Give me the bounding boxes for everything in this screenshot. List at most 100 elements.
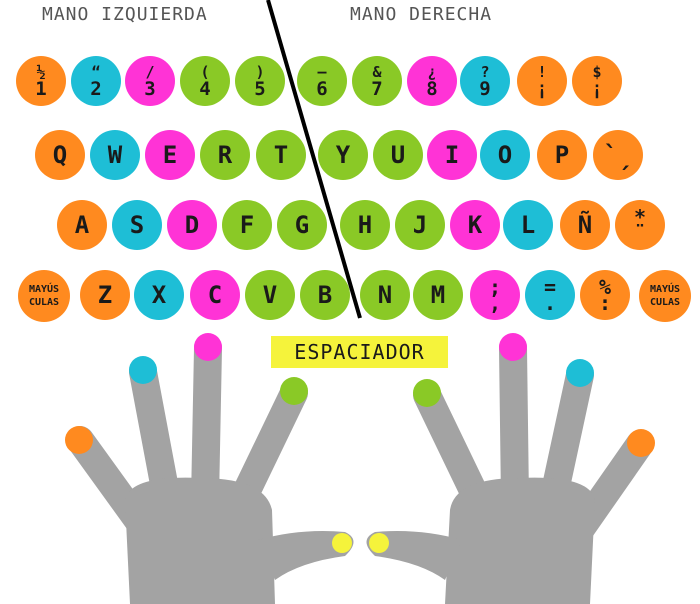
fingertip-right-ring: [566, 359, 594, 387]
key-label: P: [554, 141, 570, 169]
key-r2-4: R: [200, 130, 250, 180]
key-r2-6: Y: [318, 130, 368, 180]
key-label: T: [273, 141, 289, 169]
key-r1-7: & 7: [352, 56, 402, 106]
key-r3-11: * ¨: [615, 200, 665, 250]
key-label: C: [207, 281, 223, 309]
left-thumb: [258, 531, 354, 580]
key-label: ; ,: [488, 275, 502, 315]
key-r4-2: Z: [80, 270, 130, 320]
space-bar-label: ESPACIADOR: [271, 336, 448, 368]
key-r4-3: X: [134, 270, 184, 320]
key-r2-9: O: [480, 130, 530, 180]
left-middle: [191, 334, 222, 514]
key-r4-5: V: [245, 270, 295, 320]
right-middle: [499, 334, 529, 514]
key-r1-8: ¿ 8: [407, 56, 457, 106]
key-r4-1: MAYÚS CULAS: [18, 270, 70, 322]
key-label: M: [430, 281, 446, 309]
key-label: H: [357, 211, 373, 239]
key-label: I: [444, 141, 460, 169]
hand-divider-line: [266, 0, 362, 319]
key-r2-3: E: [145, 130, 195, 180]
key-r2-11: `ˏ: [593, 130, 643, 180]
key-label: * ¨: [633, 205, 647, 245]
key-r1-10: ! ¡: [517, 56, 567, 106]
left-palm: [125, 477, 275, 604]
key-label: W: [107, 141, 123, 169]
key-r2-5: T: [256, 130, 306, 180]
key-r3-5: G: [277, 200, 327, 250]
key-r4-8: M: [413, 270, 463, 320]
left-hand-label: MANO IZQUIERDA: [42, 4, 208, 25]
key-label: E: [162, 141, 178, 169]
left-hand: [66, 334, 354, 604]
key-r1-4: (4: [180, 56, 230, 106]
key-label: = .: [543, 275, 557, 315]
key-r1-5: ) 5: [235, 56, 285, 106]
key-r1-2: “2: [71, 56, 121, 106]
key-r3-2: S: [112, 200, 162, 250]
key-r3-8: K: [450, 200, 500, 250]
key-label: L: [520, 211, 536, 239]
key-r2-2: W: [90, 130, 140, 180]
key-label: MAYÚS CULAS: [649, 284, 681, 308]
key-label: F: [239, 211, 255, 239]
key-label: O: [497, 141, 513, 169]
key-label: N: [377, 281, 393, 309]
right-hand-label: MANO DERECHA: [350, 4, 493, 25]
key-r2-8: I: [427, 130, 477, 180]
fingertip-right-index: [413, 379, 441, 407]
key-r1-6: —6: [297, 56, 347, 106]
key-label: D: [184, 211, 200, 239]
key-label: MAYÚS CULAS: [28, 284, 60, 308]
key-r4-6: B: [300, 270, 350, 320]
right-palm: [445, 477, 595, 604]
key-r4-10: = .: [525, 270, 575, 320]
key-label: V: [262, 281, 278, 309]
key-r2-7: U: [373, 130, 423, 180]
key-label: `ˏ: [603, 141, 633, 169]
key-label: X: [151, 281, 167, 309]
key-r3-9: L: [503, 200, 553, 250]
key-r3-3: D: [167, 200, 217, 250]
fingertip-left-middle: [194, 333, 222, 361]
fingertip-left-thumb: [332, 533, 352, 553]
fingertip-left-index: [280, 377, 308, 405]
key-r4-12: MAYÚS CULAS: [639, 270, 691, 322]
key-label: R: [217, 141, 233, 169]
key-r1-3: /3: [125, 56, 175, 106]
key-label: Y: [335, 141, 351, 169]
right-thumb: [366, 531, 462, 580]
fingertip-right-middle: [499, 333, 527, 361]
key-r2-1: Q: [35, 130, 85, 180]
key-r3-1: A: [57, 200, 107, 250]
fingertip-left-ring: [129, 356, 157, 384]
key-label: J: [412, 211, 428, 239]
key-label: B: [317, 281, 333, 309]
key-r2-10: P: [537, 130, 587, 180]
key-r4-11: % :: [580, 270, 630, 320]
key-r4-9: ; ,: [470, 270, 520, 320]
fingertip-right-pinky: [627, 429, 655, 457]
key-r3-4: F: [222, 200, 272, 250]
key-label: Q: [52, 141, 68, 169]
key-label: G: [294, 211, 310, 239]
key-label: Ñ: [577, 211, 593, 239]
key-r1-9: ? 9: [460, 56, 510, 106]
key-label: A: [74, 211, 90, 239]
key-label: S: [129, 211, 145, 239]
key-r3-10: Ñ: [560, 200, 610, 250]
key-label: K: [467, 211, 483, 239]
key-label: Z: [97, 281, 113, 309]
key-r1-11: $ ¡: [572, 56, 622, 106]
key-r3-6: H: [340, 200, 390, 250]
fingertip-left-pinky: [65, 426, 93, 454]
key-label: % :: [598, 275, 612, 315]
key-r4-7: N: [360, 270, 410, 320]
right-hand: [366, 334, 654, 604]
key-r4-4: C: [190, 270, 240, 320]
